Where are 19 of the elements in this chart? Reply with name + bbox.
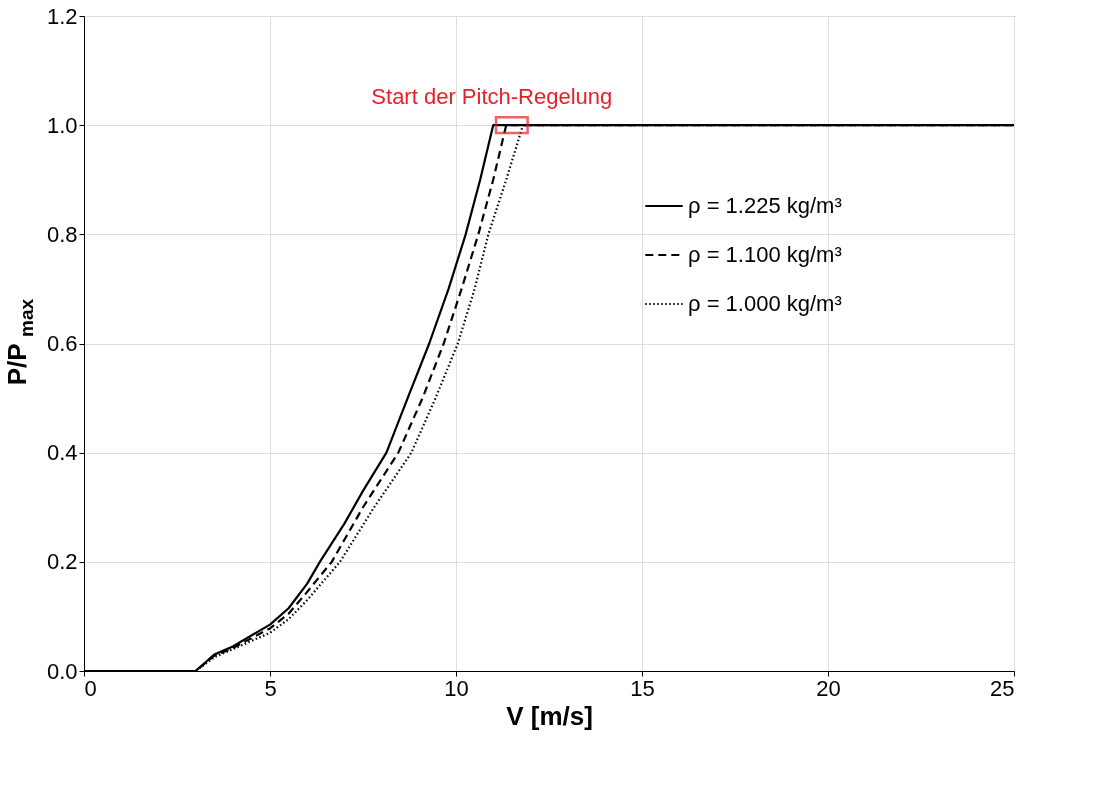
- y-tick-label: 0.2: [46, 549, 78, 575]
- x-tick-label: 25: [990, 675, 1015, 701]
- y-tick-label: 0.4: [46, 440, 78, 466]
- y-tick-label: 0.6: [46, 331, 78, 356]
- x-tick-label: 0: [84, 675, 97, 701]
- legend-label: ρ = 1.100 kg/m³: [688, 242, 842, 267]
- y-tick-label: 0.8: [46, 221, 78, 247]
- legend-label: ρ = 1.000 kg/m³: [688, 291, 842, 316]
- x-tick-label: 5: [264, 675, 277, 701]
- x-tick-label: 15: [630, 675, 655, 701]
- x-tick-label: 20: [816, 675, 841, 701]
- x-axis-title: V [m/s]: [506, 700, 593, 731]
- y-tick-label: 0.0: [46, 658, 78, 684]
- x-tick-label: 10: [444, 675, 469, 701]
- y-tick-label: 1.2: [46, 3, 78, 29]
- annotation: Start der Pitch-Regelung: [371, 84, 613, 110]
- y-tick-label: 1.0: [46, 112, 78, 138]
- y-axis-title: P/Pmax: [2, 298, 37, 386]
- legend-label: ρ = 1.225 kg/m³: [688, 193, 842, 218]
